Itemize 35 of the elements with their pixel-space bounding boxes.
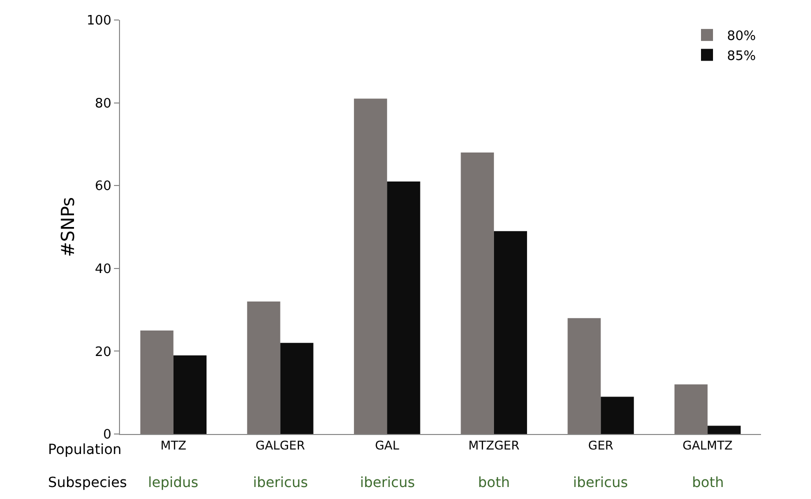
- x-tick-label: GER: [588, 438, 614, 452]
- bar: [387, 181, 420, 434]
- text: both: [692, 475, 724, 491]
- x-tick-label: GALGER: [256, 438, 305, 452]
- bar: [354, 98, 388, 434]
- bar: [173, 355, 207, 434]
- y-tick-label: 40: [94, 262, 112, 277]
- bar: [280, 342, 314, 434]
- x-tick-label: GALMTZ: [682, 438, 733, 452]
- text: Population: [48, 442, 122, 458]
- bar: [494, 231, 528, 434]
- y-tick-label: 0: [103, 428, 112, 443]
- legend-label: 80%: [727, 29, 756, 44]
- x-tick-label: GAL: [374, 438, 400, 452]
- y-tick-label: 80: [94, 96, 112, 112]
- text: ibericus: [253, 475, 308, 491]
- y-tick-label: 20: [94, 344, 112, 360]
- bar: [708, 426, 741, 434]
- x-tick-label: MTZGER: [468, 438, 520, 452]
- bar: [460, 152, 494, 434]
- x-tick-label: MTZ: [160, 438, 186, 452]
- bar: [568, 318, 601, 434]
- y-tick-label: 60: [94, 179, 112, 194]
- y-tick-label: 100: [86, 14, 112, 29]
- bar: [140, 330, 174, 434]
- text: lepidus: [148, 475, 198, 491]
- text: Subspecies: [48, 475, 127, 491]
- text: ibericus: [573, 475, 628, 491]
- text: both: [478, 475, 510, 491]
- bar: [600, 396, 634, 434]
- bar: [247, 302, 280, 434]
- y-axis-title: #SNPs: [58, 197, 79, 257]
- text: ibericus: [360, 475, 415, 491]
- bar: [674, 384, 708, 434]
- legend-label: 85%: [727, 48, 756, 64]
